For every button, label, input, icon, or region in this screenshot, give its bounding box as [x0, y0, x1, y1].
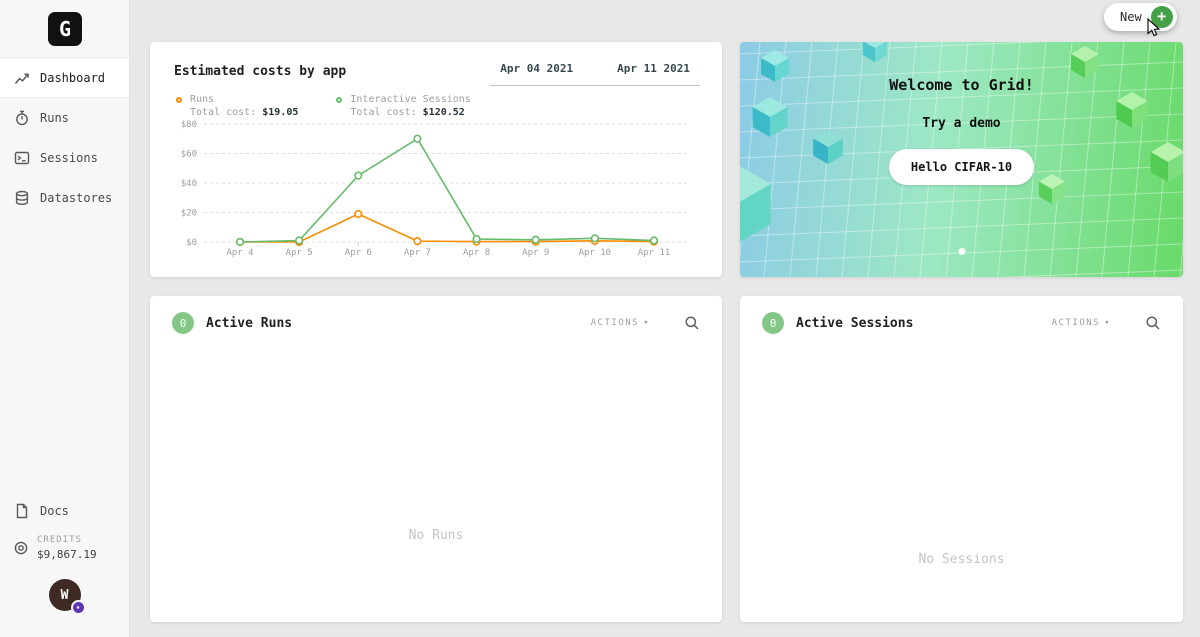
grid-logo[interactable]: G [0, 0, 129, 57]
credits-label: CREDITS [37, 535, 82, 545]
database-icon [14, 190, 30, 206]
search-icon [1146, 316, 1160, 330]
active-runs-card: 0 Active Runs ACTIONS No Runs [150, 296, 722, 622]
document-icon [14, 503, 30, 519]
plus-icon [1150, 6, 1173, 28]
new-button[interactable]: New [1104, 3, 1177, 31]
avatar-row: W [0, 567, 129, 637]
sidebar-item-label: Datastores [40, 191, 113, 205]
svg-text:Apr 11: Apr 11 [638, 248, 671, 258]
svg-text:Apr 5: Apr 5 [286, 248, 313, 258]
sidebar-item-dashboard[interactable]: Dashboard [0, 58, 129, 98]
svg-text:Apr 10: Apr 10 [579, 248, 612, 258]
sessions-search-button[interactable] [1145, 315, 1161, 331]
sidebar-item-sessions[interactable]: Sessions [0, 138, 129, 178]
star-badge-icon [70, 600, 86, 615]
credits-block: CREDITS $9,867.19 [0, 529, 129, 567]
sessions-empty-state: No Sessions [918, 552, 1005, 567]
credits-value: $9,867.19 [37, 548, 97, 561]
demo-button[interactable]: Hello CIFAR-10 [888, 149, 1035, 185]
runs-card-header: 0 Active Runs ACTIONS [150, 296, 722, 346]
runs-card-title: Active Runs [206, 315, 293, 331]
svg-text:G: G [58, 17, 70, 41]
svg-text:Apr 9: Apr 9 [522, 248, 549, 258]
avatar-initial: W [60, 587, 69, 603]
runs-count-badge: 0 [172, 312, 194, 334]
date-from-field[interactable]: Apr 04 2021 [500, 62, 574, 75]
grid-logo-icon: G [47, 11, 82, 46]
svg-text:$40: $40 [181, 179, 197, 189]
carousel-dot[interactable] [958, 248, 965, 255]
legend-total: Total cost: $19.05 [190, 107, 299, 118]
svg-text:$80: $80 [181, 120, 197, 130]
sidebar-item-label: Dashboard [40, 70, 106, 85]
cost-card-title: Estimated costs by app [174, 64, 347, 79]
stopwatch-icon [14, 110, 30, 126]
legend-name: Interactive Sessions [350, 94, 471, 105]
date-to-field[interactable]: Apr 11 2021 [617, 62, 690, 75]
welcome-banner: Welcome to Grid! Try a demo Hello CIFAR-… [740, 42, 1183, 277]
runs-actions-dropdown[interactable]: ACTIONS [591, 318, 650, 328]
cost-line-chart: $0 $20 $40 $60 $80 Apr 4 Apr 5 Apr 6 Apr 7 Apr 8 A… [181, 120, 690, 258]
docs-label: Docs [40, 504, 69, 518]
sidebar-nav: Dashboard Runs [0, 57, 129, 218]
sessions-actions-dropdown[interactable]: ACTIONS [1052, 318, 1111, 328]
sidebar-item-label: Sessions [40, 151, 98, 165]
svg-text:$20: $20 [181, 209, 197, 219]
cost-card-header: Estimated costs by app Apr 04 2021 Apr 1… [166, 56, 706, 86]
sessions-card-header: 0 Active Sessions ACTIONS [740, 296, 1183, 346]
runs-series-dot-icon [176, 97, 182, 103]
sessions-card-title: Active Sessions [796, 315, 914, 331]
sidebar-item-datastores[interactable]: Datastores [0, 178, 129, 218]
sidebar-item-label: Runs [40, 111, 69, 125]
coin-icon [13, 540, 29, 556]
sessions-count-badge: 0 [762, 312, 784, 334]
legend-item-sessions: Interactive Sessions Total cost: $120.52 [336, 94, 471, 118]
banner-content: Welcome to Grid! Try a demo Hello CIFAR-… [740, 42, 1183, 277]
chart-legend: Runs Total cost: $19.05 Interactive Sess… [176, 94, 706, 118]
active-sessions-card: 0 Active Sessions ACTIONS No Sessions [740, 296, 1183, 622]
chevron-down-icon [643, 318, 650, 328]
svg-text:$0: $0 [186, 238, 197, 248]
svg-text:Apr 8: Apr 8 [463, 248, 490, 258]
legend-item-runs: Runs Total cost: $19.05 [176, 94, 298, 118]
new-button-label: New [1120, 10, 1142, 24]
sessions-series-dot-icon [336, 97, 343, 103]
runs-search-button[interactable] [684, 315, 700, 331]
avatar[interactable]: W [48, 579, 86, 615]
line-chart-icon [14, 70, 30, 86]
legend-total: Total cost: $120.52 [350, 107, 465, 118]
runs-empty-state: No Runs [408, 528, 464, 543]
estimated-costs-card: Estimated costs by app Apr 04 2021 Apr 1… [150, 42, 722, 277]
date-range-picker: Apr 04 2021 Apr 11 2021 [490, 58, 700, 86]
banner-title: Welcome to Grid! [889, 76, 1034, 94]
banner-subtitle: Try a demo [922, 116, 1001, 131]
sidebar-item-runs[interactable]: Runs [0, 98, 129, 138]
svg-text:Apr 6: Apr 6 [345, 248, 372, 258]
sidebar: G Dashboard [0, 0, 130, 637]
search-icon [685, 316, 699, 330]
chevron-down-icon [1104, 318, 1111, 328]
legend-name: Runs [190, 94, 215, 105]
sidebar-spacer [0, 218, 129, 493]
terminal-icon [14, 150, 30, 166]
svg-text:Apr 4: Apr 4 [226, 248, 253, 258]
sidebar-item-docs[interactable]: Docs [0, 493, 129, 529]
svg-text:Apr 7: Apr 7 [404, 248, 431, 258]
svg-text:$60: $60 [181, 150, 197, 160]
